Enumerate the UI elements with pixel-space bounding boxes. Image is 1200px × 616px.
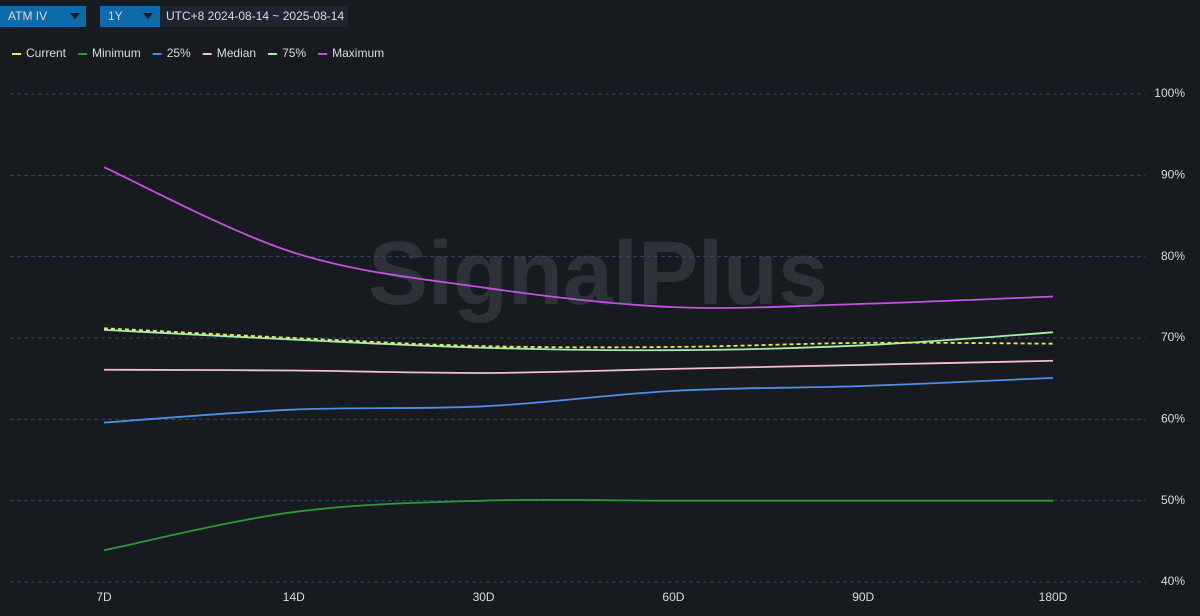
legend-label[interactable]: 75% [282,46,306,60]
series-line [103,376,1054,424]
y-tick-label: 80% [1161,249,1185,263]
dropdown-arrow [70,13,80,19]
x-tick-label: 180D [1039,590,1068,604]
legend-label[interactable]: Median [217,46,256,60]
period-selector-label[interactable]: 1Y [108,9,123,23]
x-tick-label: 60D [662,590,684,604]
period-selector[interactable] [100,6,160,27]
series-line [103,498,1053,552]
x-tick-label: 30D [473,590,495,604]
legend-label[interactable]: 25% [167,46,191,60]
legend-label[interactable]: Maximum [332,46,384,60]
iv-selector-label[interactable]: ATM IV [8,9,47,23]
iv-selector[interactable] [0,6,86,27]
watermark: SignalPlus [368,224,828,324]
dropdown-arrow [143,13,153,19]
x-tick-label: 14D [283,590,305,604]
series-line [103,328,1054,352]
y-tick-label: 70% [1161,330,1185,344]
y-tick-label: 90% [1161,168,1185,182]
date-range[interactable]: UTC+8 2024-08-14 ~ 2025-08-14 [166,9,344,23]
y-tick-label: 40% [1161,574,1185,588]
x-tick-label: 7D [96,590,112,604]
date-range-box[interactable] [160,6,348,27]
series-line [103,359,1054,374]
y-tick-label: 100% [1154,86,1185,100]
y-tick-label: 60% [1161,412,1185,426]
legend-label[interactable]: Minimum [92,46,141,60]
series-line [103,166,1054,309]
x-tick-label: 90D [852,590,874,604]
y-tick-label: 50% [1161,493,1185,507]
legend-label[interactable]: Current [26,46,67,60]
